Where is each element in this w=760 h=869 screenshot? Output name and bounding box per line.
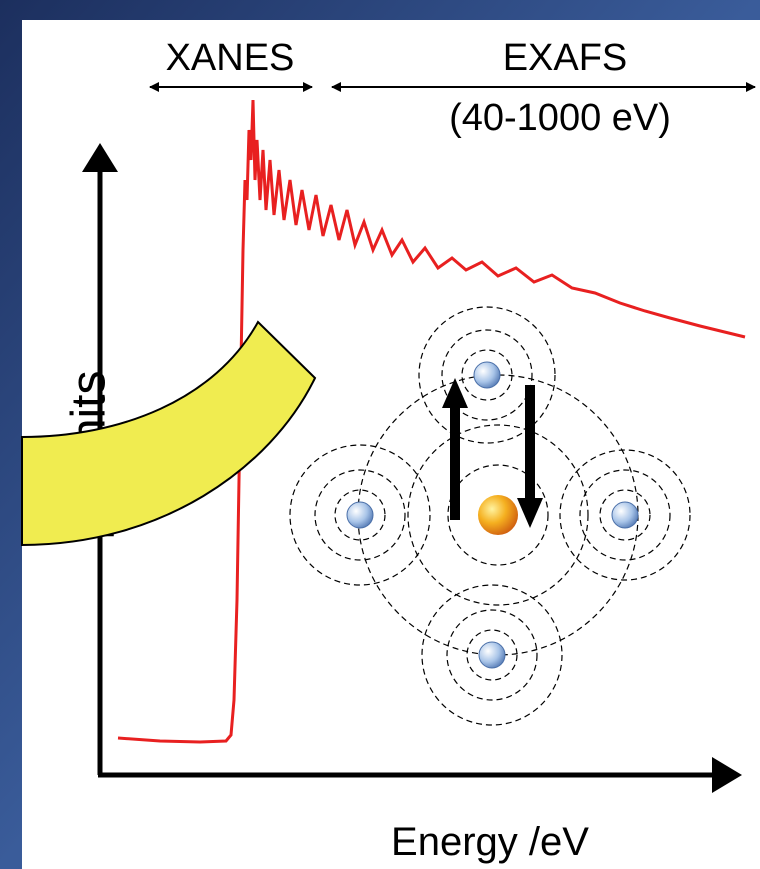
figure: XANES EXAFS (40-1000 eV) μ / units Energ… <box>0 0 760 869</box>
exafs-range: (40-1000 eV) <box>449 97 671 139</box>
xanes-label: XANES <box>166 37 295 79</box>
x-axis-label: Energy /eV <box>391 820 589 864</box>
absorber-atom <box>478 495 518 535</box>
page: XANES EXAFS (40-1000 eV) μ / units Energ… <box>0 0 760 869</box>
exafs-label: EXAFS <box>503 37 628 79</box>
